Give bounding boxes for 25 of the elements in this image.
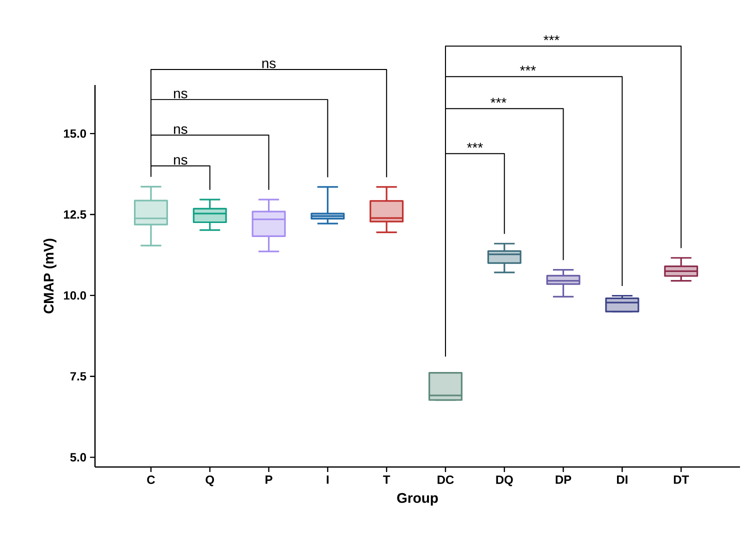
annotation: ns (174, 90, 188, 98)
y-tick-label: 5.0 (70, 453, 86, 462)
y-tick-label: 15.0 (64, 129, 86, 138)
x-tick-label: C (147, 476, 155, 484)
text: *** (544, 35, 560, 40)
x-tick-label: DP (556, 476, 572, 484)
x-tick-label: Q (206, 476, 214, 486)
x-tick-label: T (383, 476, 390, 484)
x-axis-title: Group (397, 493, 438, 506)
annotation: *** (490, 98, 506, 103)
x-tick-label: DQ (496, 476, 513, 486)
x-tick-label: P (266, 476, 272, 484)
text: *** (520, 66, 536, 71)
annotation: *** (467, 142, 483, 148)
annotation: ns (174, 126, 188, 134)
y-tick-label: 12.5 (64, 210, 86, 219)
x-tick-label: DI (617, 476, 628, 484)
annotation: ns (174, 157, 188, 165)
x-tick-label: I (326, 476, 329, 484)
y-tick-label: 10.0 (64, 291, 86, 300)
x-tick-label: DT (674, 476, 689, 484)
y-tick-label: 7.5 (70, 372, 86, 381)
y-axis-title: CMAP (mV) (43, 238, 56, 314)
x-tick-label: DC (438, 476, 454, 484)
text: ns (262, 60, 276, 68)
